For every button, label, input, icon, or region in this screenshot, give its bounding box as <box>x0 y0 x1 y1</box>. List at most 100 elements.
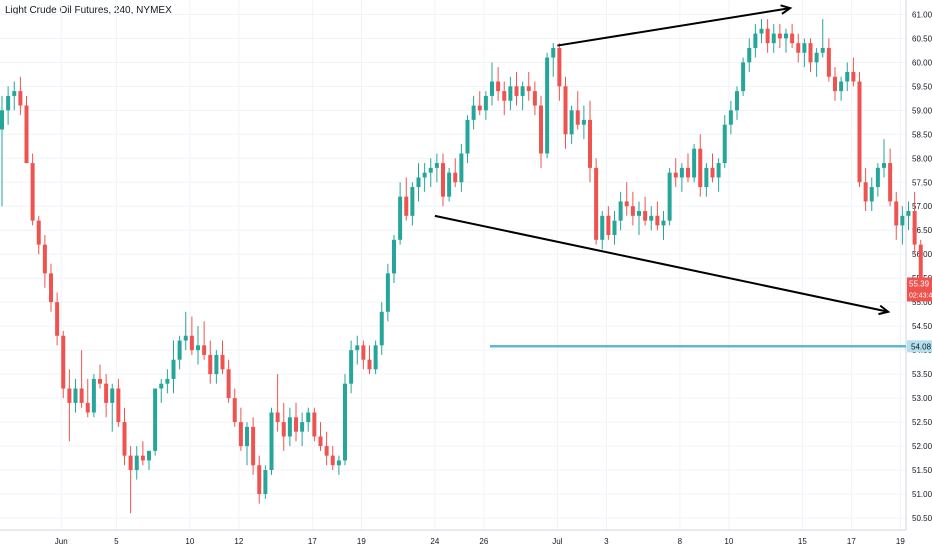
x-tick-label: 5 <box>114 537 119 546</box>
trendline-arrowhead <box>878 304 891 316</box>
candle-body <box>673 172 678 178</box>
candle-body <box>55 302 60 336</box>
candle-body <box>606 215 611 236</box>
candle-body <box>520 86 525 96</box>
y-tick-label: 58.50 <box>912 130 932 139</box>
candle-body <box>465 119 470 154</box>
candle-body <box>471 105 476 120</box>
candle-body <box>777 33 782 39</box>
candle-body <box>428 167 433 173</box>
candle-body <box>355 345 360 351</box>
candle-body <box>612 220 617 236</box>
candle-body <box>539 105 543 154</box>
candle-body <box>894 201 899 226</box>
x-tick-label: 10 <box>185 537 194 546</box>
candle-body <box>759 28 764 34</box>
x-tick-label: 17 <box>847 537 856 546</box>
candle-body <box>532 91 537 106</box>
candle-body <box>202 345 207 355</box>
candle-body <box>373 345 378 370</box>
x-tick-label: 15 <box>798 537 807 546</box>
candle-body <box>649 215 654 221</box>
candle-body <box>588 119 592 168</box>
candle-body <box>839 81 844 92</box>
candle-body <box>833 76 837 92</box>
support-label-bg <box>907 340 932 353</box>
candle-body <box>784 33 788 39</box>
candle-body <box>704 167 709 188</box>
candle-body <box>741 62 746 92</box>
candle-body <box>0 110 4 130</box>
candle-body <box>875 167 880 188</box>
candle-body <box>545 57 550 154</box>
candle-body <box>367 359 372 370</box>
candle-body <box>851 71 856 82</box>
candle-body <box>459 153 464 183</box>
support-label: 54.08 <box>911 342 932 351</box>
candle-body <box>385 273 390 312</box>
candle-body <box>575 110 580 125</box>
candle-body <box>857 81 862 183</box>
x-tick-label: 17 <box>308 537 317 546</box>
y-tick-label: 52.50 <box>912 418 932 427</box>
candle-body <box>661 220 666 226</box>
candle-body <box>808 43 813 63</box>
y-tick-label: 50.50 <box>912 514 932 523</box>
candle-body <box>630 206 635 216</box>
candle-body <box>379 311 384 346</box>
candle-body <box>336 460 341 466</box>
candle-body <box>826 47 831 77</box>
candle-body <box>514 86 519 96</box>
candle-body <box>404 196 409 216</box>
x-tick-label: 19 <box>357 537 366 546</box>
y-tick-label: 56.50 <box>912 226 932 235</box>
candle-body <box>796 43 801 53</box>
candle-body <box>888 163 893 202</box>
candle-body <box>165 378 170 384</box>
y-tick-label: 59.50 <box>912 82 932 91</box>
candle-body <box>330 455 335 466</box>
candle-body <box>392 239 396 274</box>
candle-body <box>453 172 458 183</box>
candle-body <box>24 105 29 164</box>
candle-body <box>569 110 574 135</box>
candle-body <box>300 422 305 432</box>
candle-body <box>490 81 494 96</box>
x-tick-label: 3 <box>604 537 609 546</box>
y-tick-label: 54.50 <box>912 322 932 331</box>
y-tick-label: 60.00 <box>912 58 932 67</box>
candle-body <box>324 446 329 456</box>
candle-body <box>189 335 194 351</box>
candle-body <box>263 470 268 495</box>
candle-body <box>349 350 354 384</box>
candle-body <box>753 33 758 48</box>
candle-body <box>624 201 629 207</box>
x-tick-label: 10 <box>724 537 733 546</box>
trendline-lower <box>434 214 889 313</box>
candle-body <box>918 244 923 284</box>
candle-body <box>728 110 733 125</box>
candle-body <box>361 345 366 360</box>
candle-body <box>863 182 868 202</box>
candle-body <box>716 163 721 178</box>
candle-body <box>882 163 886 168</box>
candle-body <box>551 47 556 58</box>
candle-body <box>447 172 452 197</box>
y-tick-label: 53.00 <box>912 394 932 403</box>
candle-body <box>208 354 213 375</box>
candle-body <box>508 86 513 101</box>
candle-body <box>61 335 66 389</box>
candle-body <box>281 422 286 437</box>
candle-body <box>434 163 439 168</box>
candle-body <box>91 378 96 413</box>
candle-body <box>722 124 727 164</box>
candle-body <box>42 244 47 274</box>
candle-body <box>594 167 599 240</box>
candle-body <box>679 167 684 178</box>
candle-body <box>306 412 311 423</box>
candle-body <box>251 426 256 466</box>
candle-body <box>600 215 605 240</box>
candle-body <box>710 167 715 178</box>
candle-body <box>820 47 825 53</box>
